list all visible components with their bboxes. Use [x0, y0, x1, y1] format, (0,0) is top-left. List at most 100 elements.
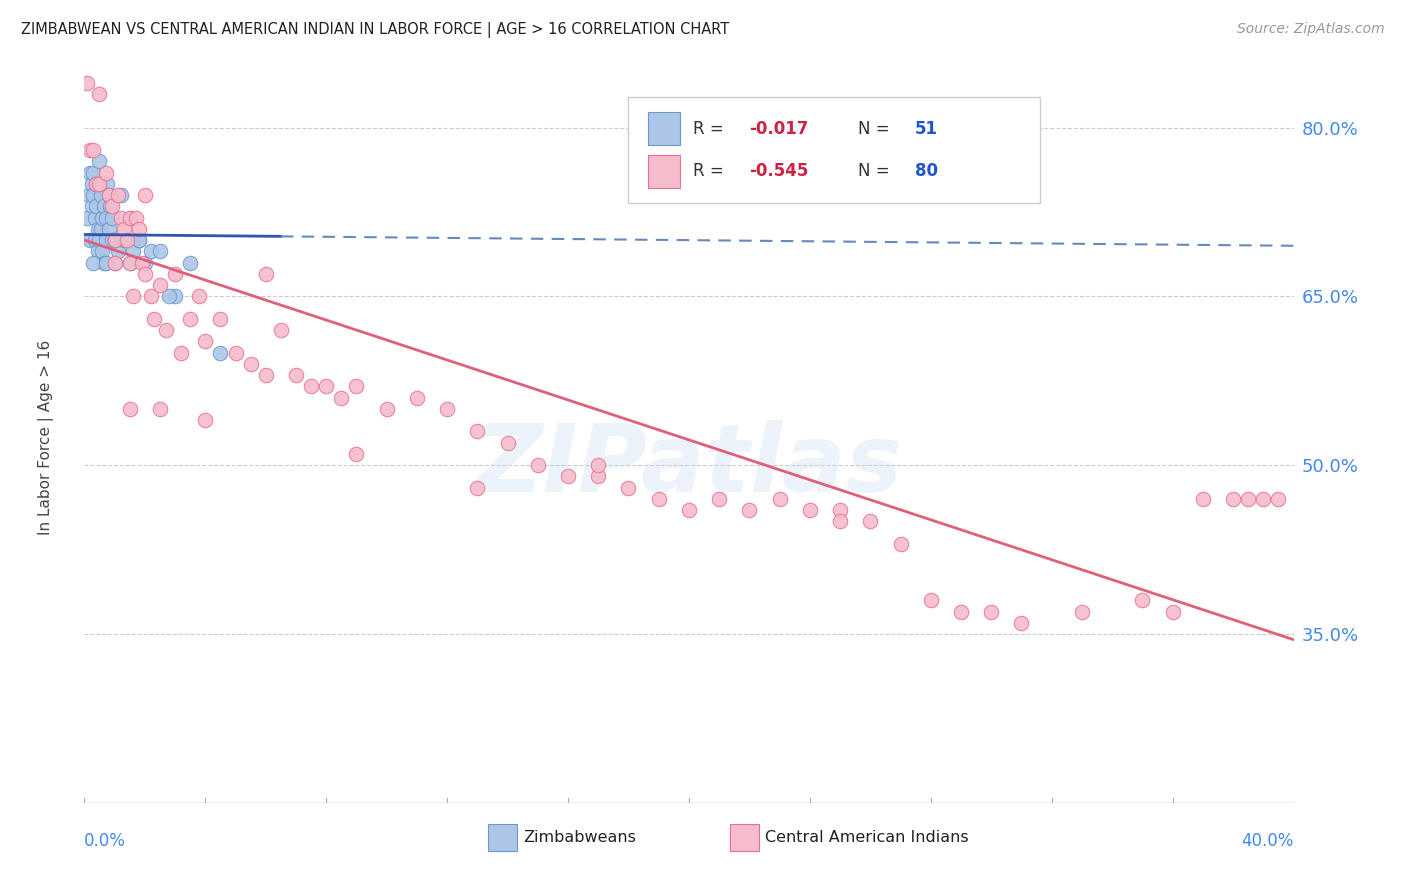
Point [188, 289, 211, 303]
Point [1253, 491, 1275, 506]
Point [859, 515, 882, 529]
Point [128, 222, 150, 236]
Point [80, 199, 103, 213]
Point [91, 244, 114, 259]
Text: 80: 80 [915, 162, 938, 180]
Point [588, 469, 610, 483]
Point [86, 199, 108, 213]
Point [86, 177, 108, 191]
Point [84, 233, 107, 247]
Point [617, 481, 640, 495]
Point [118, 401, 141, 416]
Point [82, 188, 104, 202]
Point [93, 255, 115, 269]
Point [128, 233, 150, 247]
Point [112, 222, 135, 236]
Point [128, 233, 150, 247]
Point [157, 289, 180, 303]
FancyBboxPatch shape [488, 824, 517, 851]
Point [94, 233, 117, 247]
Point [82, 255, 104, 269]
Point [134, 255, 156, 269]
Point [96, 177, 118, 191]
Text: ZIMBABWEAN VS CENTRAL AMERICAN INDIAN IN LABOR FORCE | AGE > 16 CORRELATION CHAR: ZIMBABWEAN VS CENTRAL AMERICAN INDIAN IN… [21, 22, 730, 38]
Point [165, 289, 187, 303]
Text: 40.0%: 40.0% [1241, 832, 1294, 850]
Point [890, 537, 912, 551]
Point [467, 425, 489, 439]
Point [239, 357, 262, 371]
Point [94, 166, 117, 180]
Point [79, 233, 101, 247]
Point [375, 401, 398, 416]
Point [142, 312, 165, 326]
Point [830, 515, 852, 529]
Point [678, 503, 700, 517]
Point [1237, 491, 1260, 506]
Point [107, 188, 129, 202]
Point [76, 76, 98, 90]
Point [467, 481, 489, 495]
Point [82, 143, 104, 157]
Point [131, 255, 153, 269]
Point [104, 255, 127, 269]
Point [225, 345, 247, 359]
Point [89, 87, 111, 101]
Point [97, 188, 120, 202]
Text: -0.545: -0.545 [749, 162, 808, 180]
Point [769, 491, 792, 506]
Point [98, 199, 121, 213]
Point [104, 233, 127, 247]
Point [86, 177, 108, 191]
Point [104, 255, 127, 269]
Point [149, 401, 172, 416]
Point [100, 199, 122, 213]
Text: Zimbabweans: Zimbabweans [523, 830, 636, 846]
Point [79, 143, 101, 157]
Point [299, 379, 322, 393]
Point [980, 605, 1002, 619]
Point [87, 222, 110, 236]
Point [115, 233, 138, 247]
Point [270, 323, 292, 337]
Point [121, 244, 143, 259]
FancyBboxPatch shape [628, 97, 1039, 203]
Point [97, 188, 120, 202]
Point [100, 233, 122, 247]
Point [209, 345, 232, 359]
Point [110, 188, 132, 202]
Point [179, 312, 201, 326]
Point [1192, 491, 1215, 506]
Point [406, 391, 429, 405]
Point [436, 401, 458, 416]
Text: Central American Indians: Central American Indians [765, 830, 969, 846]
Text: R =: R = [693, 120, 728, 137]
Point [118, 255, 141, 269]
Text: -0.017: -0.017 [749, 120, 808, 137]
Point [110, 211, 132, 225]
Point [1132, 593, 1154, 607]
Point [104, 233, 127, 247]
Point [179, 255, 201, 269]
Point [149, 244, 172, 259]
Point [285, 368, 308, 383]
Point [194, 413, 217, 427]
Text: ZIPatlas: ZIPatlas [475, 420, 903, 512]
Text: R =: R = [693, 162, 728, 180]
Point [121, 289, 143, 303]
Point [165, 267, 187, 281]
FancyBboxPatch shape [730, 824, 759, 851]
FancyBboxPatch shape [648, 112, 681, 145]
Point [90, 188, 112, 202]
FancyBboxPatch shape [648, 155, 681, 187]
Point [84, 211, 107, 225]
Text: Source: ZipAtlas.com: Source: ZipAtlas.com [1237, 22, 1385, 37]
Text: N =: N = [858, 162, 896, 180]
Point [254, 368, 277, 383]
Point [79, 166, 101, 180]
Point [87, 244, 110, 259]
Point [527, 458, 550, 473]
Point [89, 154, 111, 169]
Point [91, 211, 114, 225]
Point [80, 177, 103, 191]
